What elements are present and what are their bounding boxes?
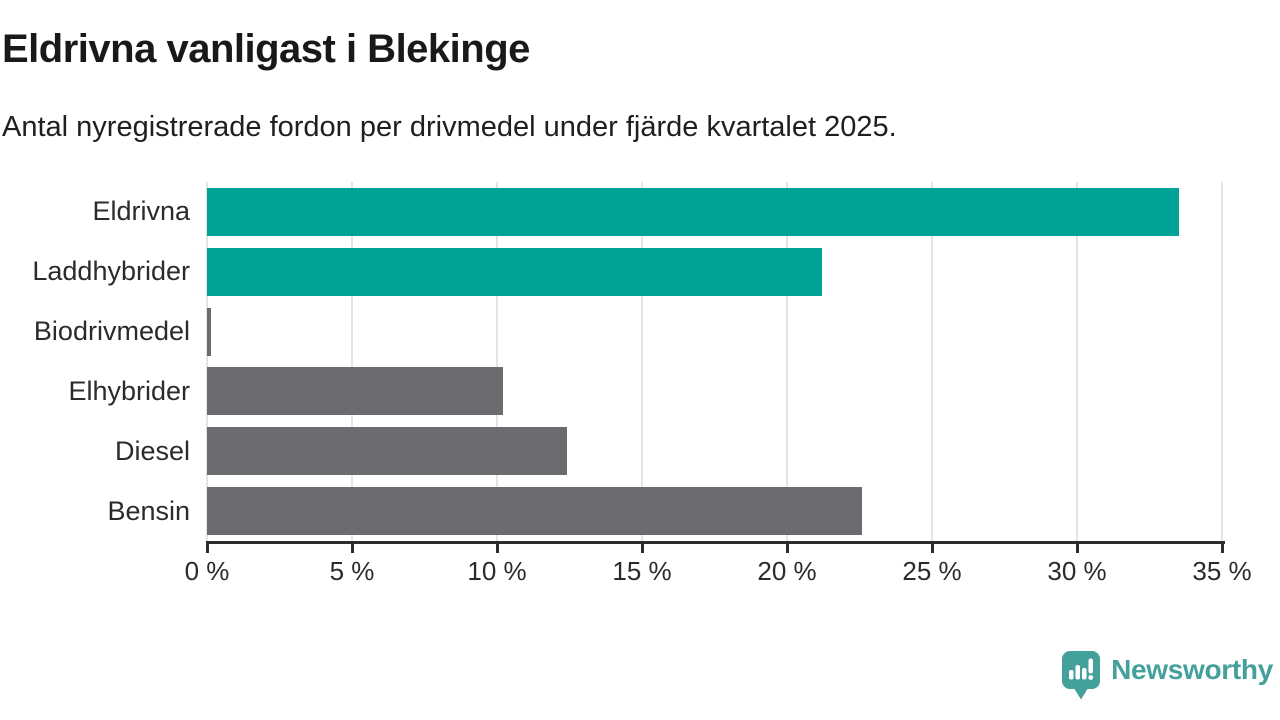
brand-footer: Newsworthy xyxy=(1061,650,1273,700)
bar-bensin xyxy=(207,487,863,536)
bar-row-diesel: Diesel xyxy=(115,421,1222,481)
chart-title: Eldrivna vanligast i Blekinge xyxy=(2,27,530,71)
gridline-35 xyxy=(1221,182,1223,541)
category-label-biodrivmedel: Biodrivmedel xyxy=(33,316,190,347)
bar-biodrivmedel xyxy=(207,307,212,356)
x-tick-30 xyxy=(1076,544,1079,553)
x-tick-label-0: 0 % xyxy=(184,556,230,586)
x-tick-label-10: 10 % xyxy=(467,556,527,586)
category-label-diesel: Diesel xyxy=(114,435,190,466)
x-tick-5 xyxy=(351,544,354,553)
bar-laddhybrider xyxy=(207,247,822,296)
x-tick-0 xyxy=(206,544,209,553)
category-label-laddhybrider: Laddhybrider xyxy=(32,256,190,287)
chart-subtitle: Antal nyregistrerade fordon per drivmede… xyxy=(2,111,897,143)
gridline-20 xyxy=(786,182,788,541)
category-label-eldrivna: Eldrivna xyxy=(92,196,190,227)
x-tick-label-20: 20 % xyxy=(757,556,817,586)
bar-chart: Eldrivna Laddhybrider Biodrivmedel Elhybrid… xyxy=(0,182,1280,586)
x-axis-line xyxy=(206,541,1225,544)
x-tick-label-15: 15 % xyxy=(612,556,672,586)
x-tick-label-25: 25 % xyxy=(902,556,962,586)
newsworthy-logo-icon xyxy=(1062,651,1101,700)
bar-row-biodrivmedel: Biodrivmedel xyxy=(34,302,1222,362)
x-tick-label-5: 5 % xyxy=(329,556,375,586)
bar-row-elhybrider: Elhybrider xyxy=(68,361,1222,421)
x-tick-25 xyxy=(931,544,934,553)
x-tick-20 xyxy=(786,544,789,553)
x-tick-15 xyxy=(641,544,644,553)
gridline-30 xyxy=(1076,182,1078,541)
bar-row-bensin: Bensin xyxy=(107,481,1222,541)
plot-area: Eldrivna Laddhybrider Biodrivmedel Elhybrid… xyxy=(32,182,1223,541)
bar-row-laddhybrider: Laddhybrider xyxy=(32,242,1222,302)
gridline-15 xyxy=(641,182,643,541)
bar-elhybrider xyxy=(207,367,503,416)
category-label-bensin: Bensin xyxy=(107,495,190,526)
x-tick-35 xyxy=(1221,544,1224,553)
x-tick-label-30: 30 % xyxy=(1047,556,1107,586)
gridline-10 xyxy=(496,182,498,541)
category-label-elhybrider: Elhybrider xyxy=(68,375,190,406)
brand-name: Newsworthy xyxy=(1111,654,1273,685)
gridline-5 xyxy=(351,182,353,541)
bar-row-eldrivna: Eldrivna xyxy=(92,182,1222,242)
x-axis: 0 % 5 % 10 % 15 % 20 % 25 % 30 % 35 % xyxy=(185,541,1252,586)
bar-diesel xyxy=(207,427,567,476)
gridline-25 xyxy=(931,182,933,541)
gridline-0 xyxy=(206,182,208,541)
x-tick-label-35: 35 % xyxy=(1192,556,1252,586)
bar-eldrivna xyxy=(207,187,1179,236)
x-tick-10 xyxy=(496,544,499,553)
